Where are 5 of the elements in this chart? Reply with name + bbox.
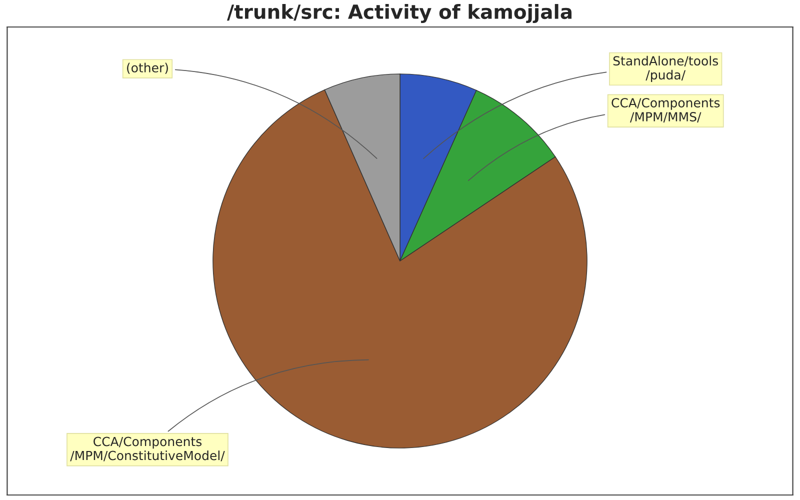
slice-label: CCA/Components /MPM/ConstitutiveModel/ <box>70 436 225 462</box>
slice-label: (other) <box>127 62 168 74</box>
chart-title: /trunk/src: Activity of kamojjala <box>226 4 572 23</box>
slice-label: StandAlone/tools /puda/ <box>613 56 718 82</box>
slice-label: CCA/Components /MPM/MMS/ <box>612 98 720 122</box>
